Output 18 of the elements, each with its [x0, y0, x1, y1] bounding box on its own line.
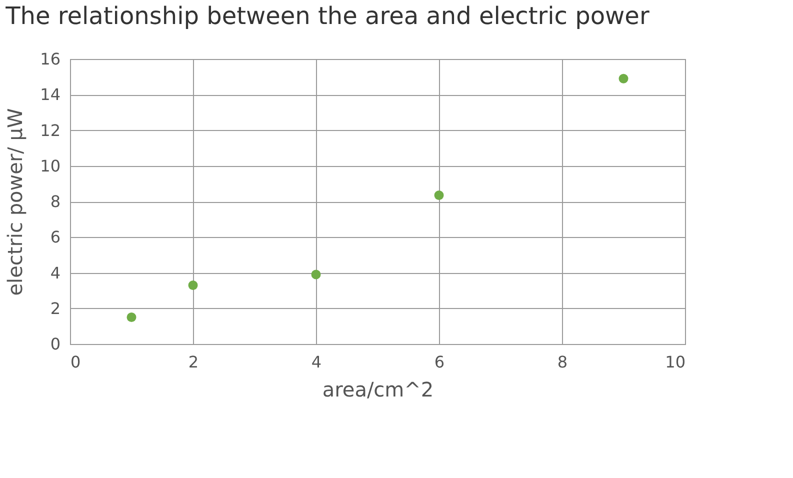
y-tick-label: 14	[40, 85, 60, 104]
y-axis-title: electric power/ μW	[3, 108, 28, 296]
y-tick-label: 0	[50, 334, 60, 354]
y-tick-label: 16	[40, 50, 60, 68]
x-tick-label: 0	[70, 352, 81, 372]
chart-title: The relationship between the area and electric power	[4, 2, 650, 30]
y-tick-label: 12	[40, 120, 60, 140]
x-tick-label: 4	[311, 352, 322, 372]
y-tick-label: 2	[50, 298, 60, 318]
x-tick-label: 8	[557, 352, 568, 372]
x-tick-label: 2	[188, 352, 199, 372]
y-tick-label: 6	[50, 228, 60, 247]
y-tick-label: 4	[50, 263, 60, 282]
x-tick-label: 10	[665, 352, 686, 372]
x-tick-label: 6	[434, 352, 445, 372]
y-tick-label: 8	[50, 192, 60, 211]
y-tick-label: 10	[40, 156, 60, 176]
x-axis-title: area/cm^2	[322, 378, 434, 402]
